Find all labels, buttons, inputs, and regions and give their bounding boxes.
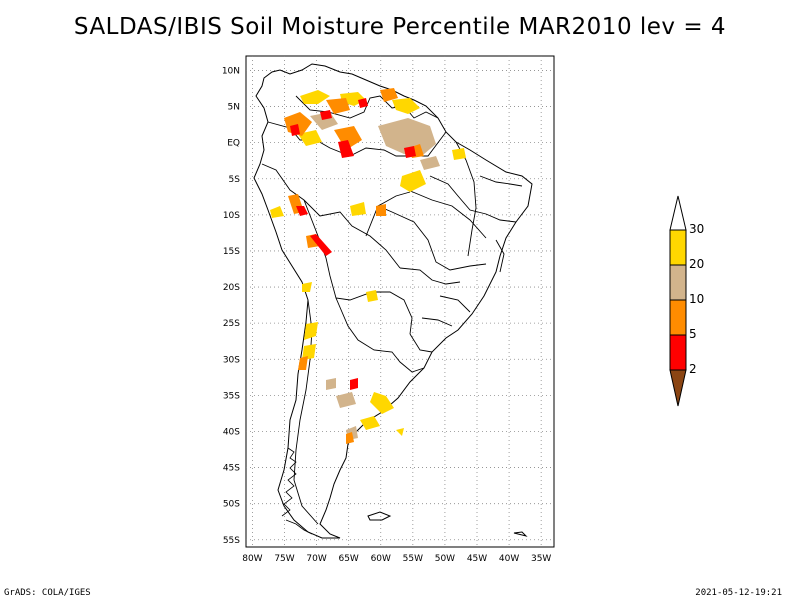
patch-yellow-andes: [304, 322, 318, 340]
lon-tick-label: 35W: [531, 554, 551, 564]
legend-swatch-20-30: [669, 229, 687, 266]
patch-yellow-se-3: [396, 428, 404, 436]
patch-tan-guiana: [378, 118, 436, 154]
lat-tick-label: 5S: [229, 175, 241, 185]
chile-fjords: [281, 447, 313, 535]
latitude-labels: 10N 5N EQ 5S 10S 15S 20S 25S 30S 35S 40S 45S 50S 55S: [222, 66, 240, 545]
map-title: SALDAS/IBIS Soil Moisture Percentile MAR…: [73, 14, 727, 40]
patch-yellow-bolivia: [366, 290, 378, 302]
patch-yellow-se-2: [360, 416, 380, 430]
patch-orange-south: [346, 432, 354, 444]
longitude-labels: 80W 75W 70W 65W 60W 55W 50W 45W 40W 35W: [242, 554, 551, 564]
patch-tan-south: [336, 392, 356, 408]
patch-yellow-chile: [302, 282, 312, 292]
lat-tick-label: 40S: [223, 427, 240, 437]
legend-swatch-5-10: [669, 299, 687, 336]
lat-tick-label: 35S: [223, 391, 240, 401]
lat-tick-label: 45S: [223, 464, 240, 474]
patch-yellow-west: [270, 206, 284, 218]
lat-tick-label: 25S: [223, 319, 240, 329]
lon-tick-label: 45W: [467, 554, 487, 564]
legend-label-20: 20: [689, 257, 704, 271]
patch-tan-arg: [326, 378, 336, 390]
footer-timestamp: 2021-05-12-19:21: [695, 588, 782, 598]
footer-credit: GrADS: COLA/IGES: [4, 588, 91, 598]
lat-tick-label: EQ: [227, 139, 240, 149]
lon-tick-label: 55W: [403, 554, 423, 564]
south-america-coastline: [253, 63, 533, 539]
legend-swatch-2-5: [669, 334, 687, 371]
lat-tick-label: 50S: [223, 500, 240, 510]
lon-tick-label: 65W: [338, 554, 358, 564]
patch-red-amazon: [338, 140, 354, 158]
patch-yellow-atlantic: [452, 148, 466, 160]
legend-label-30: 30: [689, 222, 704, 236]
patch-yellow-se: [370, 392, 394, 414]
legend-label-5: 5: [689, 327, 697, 341]
patch-yellow-east: [400, 170, 426, 192]
lon-tick-label: 80W: [242, 554, 262, 564]
country-borders: [261, 95, 523, 525]
patch-orange-venezuela: [326, 98, 350, 114]
lon-tick-label: 70W: [306, 554, 326, 564]
lat-tick-label: 5N: [228, 103, 240, 113]
legend-swatch-10-20: [669, 264, 687, 301]
legend-top-triangle: [669, 195, 687, 231]
patch-red-venezuela: [358, 98, 368, 108]
lon-tick-label: 50W: [435, 554, 455, 564]
patch-red-peru: [310, 234, 332, 256]
lon-tick-label: 40W: [499, 554, 519, 564]
patch-orange-chile: [298, 356, 308, 370]
patch-yellow-guianas: [392, 98, 420, 114]
patch-red-south: [350, 378, 358, 390]
patch-red-guiana: [404, 146, 416, 158]
lat-tick-label: 15S: [223, 247, 240, 257]
lat-tick-label: 30S: [223, 355, 240, 365]
patch-yellow-andes-2: [302, 344, 316, 360]
patch-yellow-north: [300, 90, 330, 104]
legend-bottom-triangle: [669, 369, 687, 407]
lat-tick-label: 10S: [223, 211, 240, 221]
patch-yellow-amazon: [298, 130, 322, 146]
lat-tick-label: 10N: [222, 66, 240, 76]
legend-label-10: 10: [689, 292, 704, 306]
patch-orange-amazon: [334, 126, 362, 150]
patch-orange-guiana: [380, 88, 398, 102]
percentile-legend: 30 20 10 5 2: [669, 195, 704, 407]
patch-red-north: [320, 110, 332, 120]
patch-orange-center: [376, 204, 386, 216]
lat-tick-label: 20S: [223, 283, 240, 293]
lat-tick-label: 55S: [223, 536, 240, 546]
lon-tick-label: 60W: [371, 554, 391, 564]
patch-yellow-center: [350, 202, 366, 216]
patch-tan-east: [420, 156, 440, 170]
legend-label-2: 2: [689, 362, 697, 376]
patch-red-colombia: [290, 124, 300, 136]
patch-red-peru-2: [296, 206, 308, 216]
south-georgia: [513, 531, 528, 537]
percentile-shading: [270, 88, 466, 444]
falkland-islands: [367, 511, 392, 521]
lon-tick-label: 75W: [274, 554, 294, 564]
